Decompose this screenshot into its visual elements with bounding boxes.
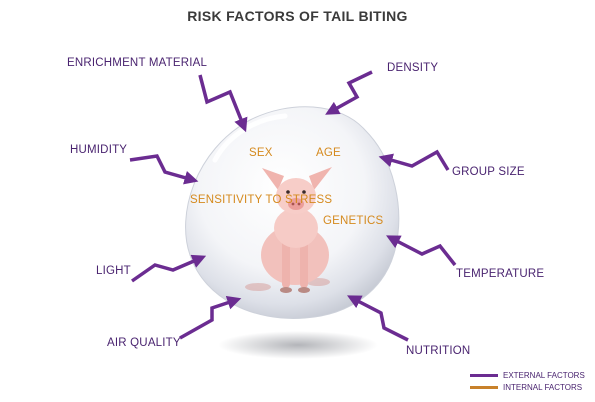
legend-swatch-external — [470, 373, 498, 377]
arrow-nutrition — [347, 295, 409, 342]
arrow-light — [131, 254, 207, 283]
label-nutrition: NUTRITION — [406, 345, 471, 357]
arrow-density — [325, 70, 373, 115]
label-sensitivity-to-stress: SENSITIVITY TO STRESS — [190, 194, 333, 206]
page-title: RISK FACTORS OF TAIL BITING — [187, 8, 408, 24]
label-sex: SEX — [249, 147, 273, 159]
label-humidity: HUMIDITY — [70, 144, 128, 156]
label-genetics: GENETICS — [323, 215, 384, 227]
label-age: AGE — [316, 147, 341, 159]
legend-label-internal: INTERNAL FACTORS — [503, 382, 583, 392]
legend-swatch-internal — [470, 385, 498, 389]
arrow-air-quality — [179, 296, 242, 340]
label-light: LIGHT — [96, 265, 131, 277]
label-temperature: TEMPERATURE — [456, 268, 545, 280]
legend-label-external: EXTERNAL FACTORS — [503, 370, 585, 380]
arrow-enrichment-material — [198, 74, 248, 133]
label-density: DENSITY — [387, 62, 439, 74]
label-air-quality: AIR QUALITY — [107, 337, 181, 349]
pig-icon — [245, 167, 332, 293]
arrow-temperature — [386, 235, 457, 267]
bubble-shadow — [218, 331, 378, 359]
arrow-humidity — [129, 154, 199, 185]
label-group-size: GROUP SIZE — [452, 166, 525, 178]
arrow-group-size — [378, 149, 450, 171]
label-enrichment-material: ENRICHMENT MATERIAL — [67, 57, 208, 69]
legend-item-external: EXTERNAL FACTORS — [470, 369, 585, 381]
legend-item-internal: INTERNAL FACTORS — [470, 381, 585, 393]
legend: EXTERNAL FACTORS INTERNAL FACTORS — [470, 369, 585, 393]
